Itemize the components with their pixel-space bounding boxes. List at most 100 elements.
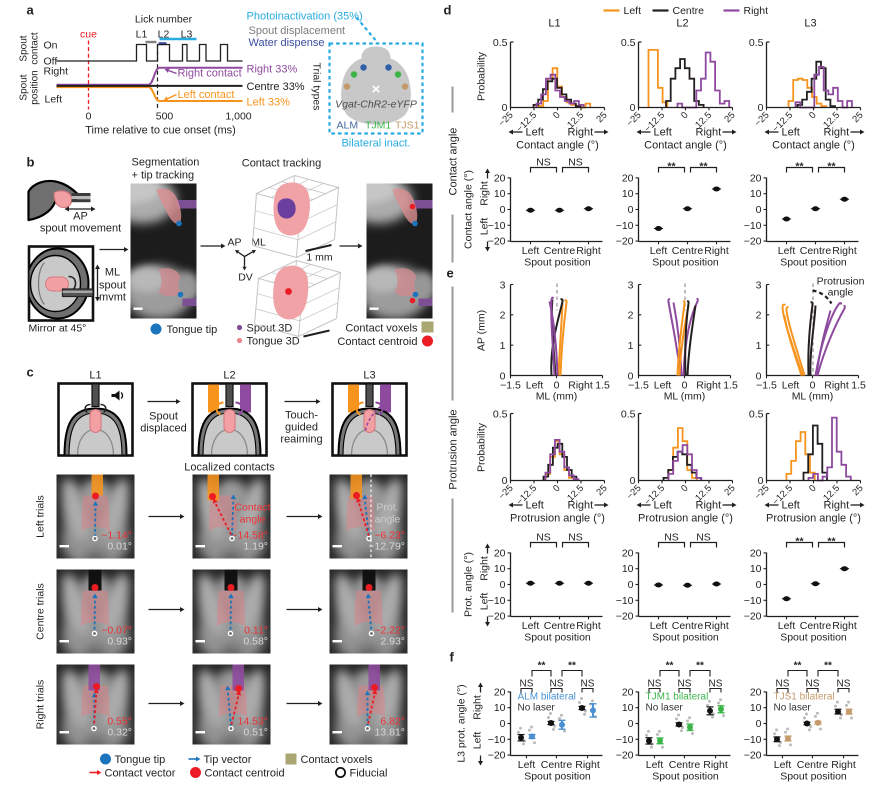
svg-text:TJS1 bilateral: TJS1 bilateral (774, 692, 835, 703)
svg-text:NS: NS (568, 157, 583, 169)
svg-text:cue: cue (80, 29, 97, 41)
svg-text:0.01°: 0.01° (107, 541, 132, 553)
svg-text:Time relative to cue onset (ms: Time relative to cue onset (ms) (85, 125, 236, 137)
svg-text:Left: Left (654, 500, 672, 512)
svg-text:b: b (27, 155, 35, 170)
svg-text:ALM: ALM (337, 120, 359, 132)
svg-text:0: 0 (554, 380, 560, 392)
svg-text:10: 10 (622, 563, 634, 575)
svg-text:1: 1 (628, 340, 634, 352)
svg-text:mvmt: mvmt (99, 292, 126, 304)
svg-text:**: ** (824, 661, 832, 672)
svg-text:Contact: Contact (234, 502, 270, 514)
svg-text:Right: Right (472, 695, 484, 720)
svg-text:20: 20 (494, 547, 506, 559)
svg-text:Contact angle (°): Contact angle (°) (516, 140, 599, 152)
svg-text:**: ** (696, 661, 704, 672)
svg-text:0.5: 0.5 (749, 37, 764, 49)
svg-text:NS: NS (536, 532, 551, 544)
svg-text:Right: Right (744, 5, 769, 17)
svg-text:0: 0 (628, 579, 634, 591)
svg-text:1,000: 1,000 (225, 111, 251, 123)
svg-text:Right: Right (832, 620, 857, 632)
svg-text:−0.07°: −0.07° (101, 625, 132, 637)
svg-text:Protrusion angle: Protrusion angle (448, 409, 460, 489)
svg-text:Spout position: Spout position (652, 771, 719, 783)
svg-text:Left: Left (782, 380, 800, 392)
svg-text:Lick number: Lick number (135, 14, 193, 26)
svg-text:0.5: 0.5 (621, 37, 636, 49)
svg-text:0: 0 (630, 102, 636, 114)
svg-text:Fiducial: Fiducial (350, 768, 388, 780)
svg-text:ML (mm): ML (mm) (664, 391, 706, 403)
svg-text:500: 500 (156, 111, 174, 123)
svg-text:Contact voxels: Contact voxels (301, 754, 374, 766)
svg-text:**: ** (795, 161, 804, 173)
svg-text:−10: −10 (488, 595, 506, 607)
svg-text:Right: Right (479, 181, 491, 206)
svg-text:20: 20 (750, 172, 762, 184)
svg-text:Right: Right (479, 556, 491, 581)
svg-text:0: 0 (807, 483, 819, 495)
svg-text:Right: Right (703, 759, 728, 771)
svg-text:NS: NS (581, 679, 595, 690)
svg-text:0: 0 (756, 579, 762, 591)
svg-text:Left: Left (778, 245, 796, 257)
svg-text:Touch-: Touch- (285, 410, 318, 422)
svg-text:+ tip tracking: + tip tracking (132, 170, 195, 182)
svg-text:L3 prot. angle (°): L3 prot. angle (°) (456, 684, 468, 762)
svg-text:ML: ML (251, 237, 266, 249)
svg-text:Centre: Centre (672, 245, 704, 257)
svg-text:Water dispense: Water dispense (249, 37, 325, 49)
svg-text:Tongue tip: Tongue tip (167, 324, 218, 336)
svg-text:reaiming: reaiming (280, 434, 322, 446)
svg-text:Spout position: Spout position (524, 257, 591, 269)
svg-text:NS: NS (664, 532, 679, 544)
svg-text:Tongue tip: Tongue tip (115, 754, 166, 766)
svg-text:0: 0 (756, 718, 762, 730)
svg-text:10: 10 (494, 702, 506, 714)
svg-text:Right: Right (696, 380, 721, 392)
svg-text:Contact vector: Contact vector (105, 768, 176, 780)
svg-text:Centre: Centre (800, 620, 832, 632)
svg-text:Left: Left (654, 127, 672, 139)
svg-text:Spout: Spout (19, 35, 30, 61)
svg-text:Centre: Centre (673, 5, 705, 17)
svg-text:0.5: 0.5 (621, 409, 636, 421)
svg-text:NS: NS (776, 679, 790, 690)
svg-text:Left: Left (650, 245, 668, 257)
svg-text:1.5: 1.5 (595, 380, 610, 392)
svg-text:Spout: Spout (149, 411, 178, 423)
svg-text:−10: −10 (616, 734, 634, 746)
svg-text:−20: −20 (744, 236, 762, 248)
svg-text:2: 2 (756, 310, 762, 322)
svg-text:angle: angle (375, 514, 401, 526)
svg-text:Left: Left (624, 5, 642, 17)
svg-text:10: 10 (494, 188, 506, 200)
svg-text:NS: NS (648, 679, 662, 690)
svg-text:ML (mm): ML (mm) (792, 391, 834, 403)
svg-text:Centre 33%: Centre 33% (247, 81, 305, 93)
svg-text:Centre: Centre (800, 245, 832, 257)
svg-text:AP: AP (73, 211, 88, 223)
svg-text:Contact voxels: Contact voxels (345, 323, 418, 335)
svg-text:Spout position: Spout position (524, 632, 591, 644)
svg-text:3: 3 (500, 279, 506, 291)
svg-text:No laser: No laser (518, 703, 556, 714)
svg-text:−20: −20 (488, 611, 506, 623)
svg-text:13.81°: 13.81° (375, 727, 405, 739)
svg-text:Left: Left (522, 245, 540, 257)
svg-text:Right: Right (568, 127, 594, 139)
svg-text:−10: −10 (488, 220, 506, 232)
svg-text:Photoinactivation (35%): Photoinactivation (35%) (247, 11, 363, 23)
svg-text:Spout displacement: Spout displacement (249, 25, 346, 37)
svg-text:0.5: 0.5 (493, 37, 508, 49)
svg-text:Left: Left (479, 593, 491, 611)
svg-text:3: 3 (756, 279, 762, 291)
svg-text:Spout: Spout (19, 74, 30, 100)
svg-text:0.93°: 0.93° (107, 636, 132, 648)
svg-text:Centre: Centre (544, 620, 576, 632)
svg-text:0: 0 (551, 110, 563, 122)
svg-text:c: c (27, 365, 34, 380)
svg-text:0: 0 (758, 102, 764, 114)
